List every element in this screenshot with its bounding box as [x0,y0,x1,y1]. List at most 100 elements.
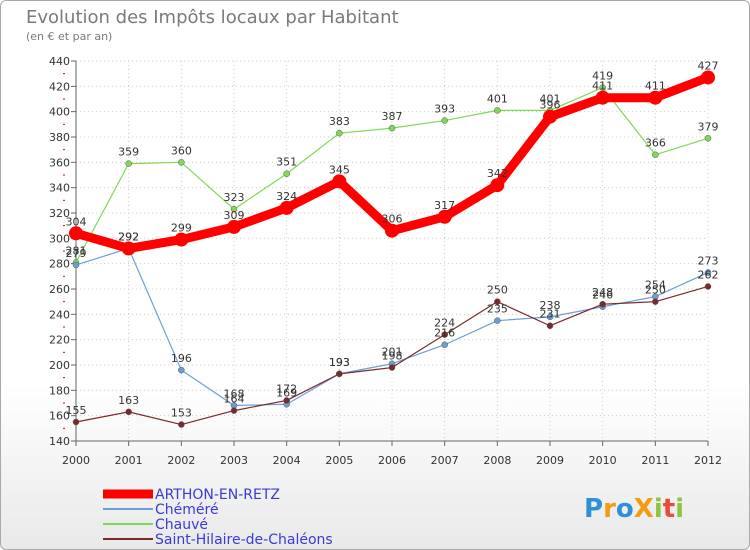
data-point-chauve [599,84,606,91]
data-label-saint-hilaire-de-chaleons: 193 [329,356,350,369]
data-point-saint-hilaire-de-chaleons [704,283,712,290]
data-label-arthon-en-retz: 396 [540,99,561,112]
chart-title: Evolution des Impôts locaux par Habitant [26,7,399,28]
data-label-arthon-en-retz: 292 [118,230,139,243]
x-tick-label: 2007 [431,454,459,467]
data-label-arthon-en-retz: 299 [171,222,192,235]
data-point-arthon-en-retz [701,70,715,85]
data-label-arthon-en-retz: 304 [66,215,87,228]
data-label-saint-hilaire-de-chaleons: 155 [66,404,87,417]
data-label-saint-hilaire-de-chaleons: 153 [171,407,192,420]
y-tick-label: 400 [49,106,70,119]
data-label-chemere: 169 [276,386,297,399]
series-group [69,70,715,428]
x-tick-label: 2002 [167,454,195,467]
data-point-arthon-en-retz [648,90,663,105]
data-point-arthon-en-retz [174,232,189,247]
data-label-chemere: 292 [118,230,139,243]
data-label-saint-hilaire-de-chaleons: 250 [645,284,666,297]
data-point-chemere [72,261,80,269]
axes: 140 160 180 200 220 240 260 280 300 320 340 360 380 4… [49,55,722,467]
data-label-saint-hilaire-de-chaleons: 198 [382,350,403,363]
y-tick-label: 320 [49,207,70,220]
y-tick-label: 340 [49,182,70,195]
y-tick-label: 380 [49,131,70,144]
data-point-chauve [336,129,343,137]
x-tick-label: 2008 [483,454,511,467]
y-tick-label: 300 [49,232,70,245]
data-label-chauve: 351 [276,156,297,169]
data-label-chemere: 279 [66,247,87,260]
x-tick-label: 2003 [220,454,248,467]
data-label-chauve: 360 [171,144,192,157]
data-point-arthon-en-retz [332,174,347,189]
y-tick-label: 180 [49,384,70,397]
data-label-chemere: 254 [645,279,666,292]
data-point-chemere [494,317,501,324]
legend-label: Saint-Hilaire-de-Chaléons [155,532,333,548]
legend-label: Chauvé [155,517,208,533]
data-label-chauve: 281 [66,244,87,257]
data-label-chauve: 323 [224,191,245,204]
data-label-chemere: 216 [434,327,455,340]
data-point-chauve [441,117,448,124]
data-point-saint-hilaire-de-chaleons [546,322,554,329]
data-label-chemere: 168 [224,388,245,401]
data-label-saint-hilaire-de-chaleons: 231 [540,308,561,321]
y-tick-label: 240 [49,308,70,321]
data-point-arthon-en-retz [595,90,610,105]
data-label-chemere: 193 [329,356,350,369]
x-tick-label: 2006 [378,454,406,467]
data-point-saint-hilaire-de-chaleons [441,331,448,338]
data-point-arthon-en-retz [69,226,83,241]
logo-letter: i [654,494,663,524]
x-tick-label: 2009 [536,454,564,467]
data-point-arthon-en-retz [227,219,241,234]
logo-text: ProXiti [584,494,684,524]
data-label-chauve: 366 [645,137,666,150]
data-point-saint-hilaire-de-chaleons [230,407,238,414]
data-point-chauve [388,124,396,132]
y-tick-label: 360 [49,156,70,169]
data-label-chauve: 387 [382,110,403,123]
data-point-chemere [704,269,712,276]
x-tick-label: 2004 [273,454,301,467]
data-label-saint-hilaire-de-chaleons: 250 [487,284,508,297]
data-point-chauve [704,135,712,142]
data-point-chemere [546,313,554,321]
data-label-saint-hilaire-de-chaleons: 248 [592,286,613,299]
data-label-chauve: 383 [329,115,350,128]
x-tick-label: 2011 [641,454,669,467]
data-point-chauve [178,159,185,166]
x-tick-label: 2001 [115,454,143,467]
x-tick-label: 2005 [325,454,353,467]
data-point-chauve [494,107,501,114]
data-label-arthon-en-retz: 324 [276,190,297,203]
y-tick-label: 280 [49,258,70,271]
data-label-saint-hilaire-de-chaleons: 224 [434,317,455,330]
logo-letter: t [663,494,675,524]
data-label-chemere: 238 [540,299,561,312]
x-tick-label: 2010 [589,454,617,467]
data-label-chemere: 273 [698,255,719,268]
chart-subtitle: (en € et par an) [26,30,112,43]
data-point-saint-hilaire-de-chaleons [599,300,606,308]
x-tick-label: 2000 [62,454,90,467]
y-tick-label: 140 [49,435,70,448]
logo-letter: X [634,494,654,524]
data-label-chauve: 393 [434,103,455,116]
data-point-saint-hilaire-de-chaleons [283,397,290,404]
data-point-saint-hilaire-de-chaleons [178,421,185,428]
data-point-chauve [652,151,659,158]
data-label-arthon-en-retz: 411 [592,80,613,93]
data-point-saint-hilaire-de-chaleons [388,364,396,371]
data-label-chemere: 235 [487,303,508,316]
data-label-arthon-en-retz: 306 [382,213,403,226]
y-tick-label: 200 [49,359,70,372]
data-point-chauve [125,160,132,167]
data-point-arthon-en-retz [121,241,136,256]
legend: ARTHON-EN-RETZChéméréChauvéSaint-Hilaire… [103,487,333,548]
data-point-saint-hilaire-de-chaleons [494,298,501,305]
